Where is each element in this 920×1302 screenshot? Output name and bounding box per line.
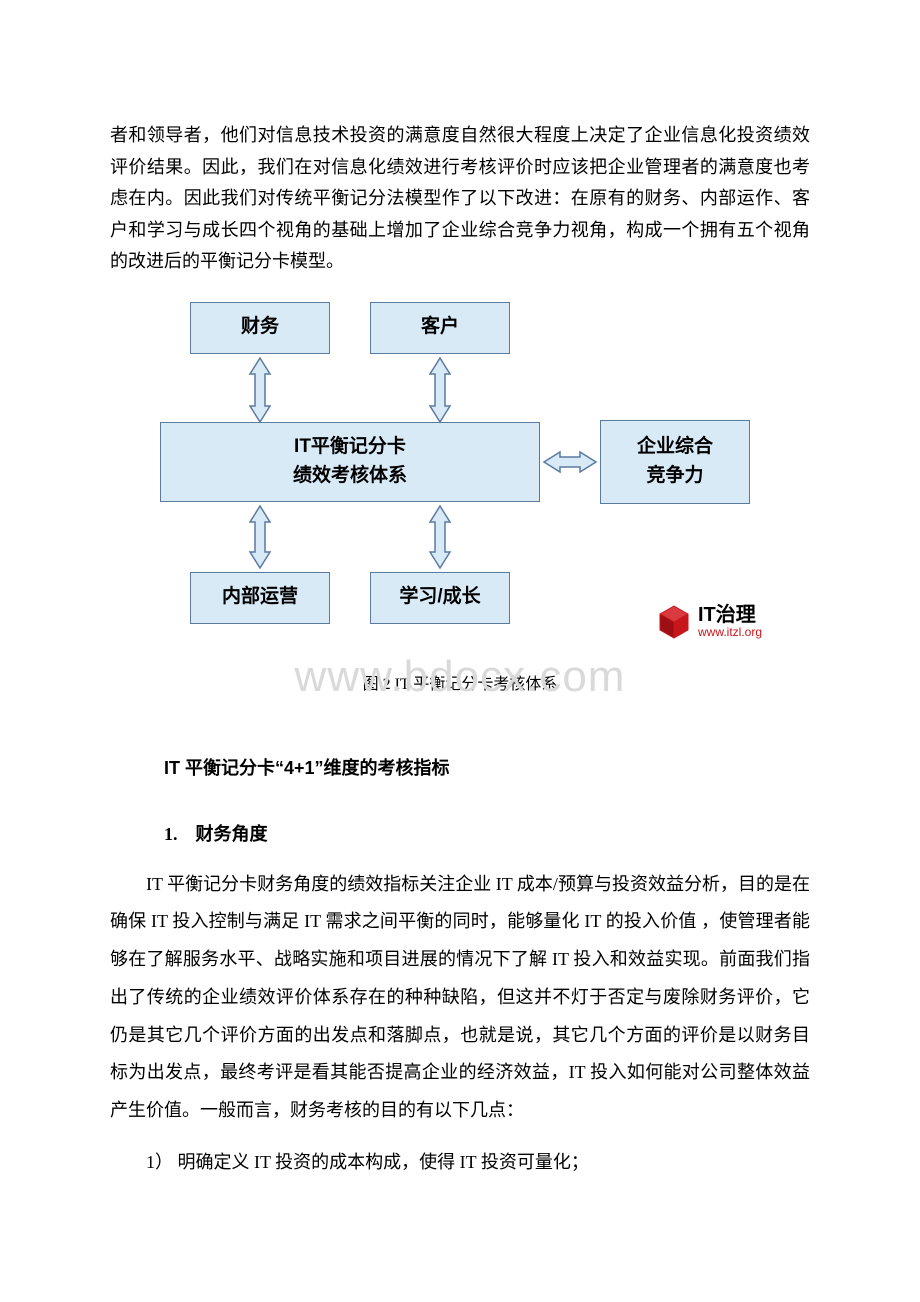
cube-icon	[654, 602, 694, 642]
node-learning-label: 学习/成长	[399, 583, 480, 612]
logo-url: www.itzl.org	[698, 626, 762, 639]
node-customer: 客户	[370, 302, 510, 354]
sub-heading: 1. 财务角度	[164, 820, 810, 846]
diagram-caption-row: www.bdocx.com 图 2 IT 平衡记分卡考核体系	[110, 670, 810, 694]
body-paragraph: IT 平衡记分卡财务角度的绩效指标关注企业 IT 成本/预算与投资效益分析，目的…	[110, 866, 810, 1131]
node-learning: 学习/成长	[370, 572, 510, 624]
logo-title: IT治理	[698, 604, 762, 626]
node-internal-label: 内部运营	[222, 583, 298, 612]
node-competitive: 企业综合 竞争力	[600, 420, 750, 504]
node-center-line2: 绩效考核体系	[293, 462, 407, 491]
bsc-diagram: 财务 客户 IT平衡记分卡 绩效考核体系 企业综合 竞争力 内部运营 学习/成长	[160, 302, 760, 662]
node-finance-label: 财务	[241, 313, 279, 342]
intro-paragraph: 者和领导者，他们对信息技术投资的满意度自然很大程度上决定了企业信息化投资绩效评价…	[110, 120, 810, 278]
node-competitive-line2: 竞争力	[646, 462, 703, 491]
node-competitive-line1: 企业综合	[637, 433, 713, 462]
node-center-line1: IT平衡记分卡	[294, 433, 406, 462]
section-heading: IT 平衡记分卡“4+1”维度的考核指标	[164, 754, 810, 780]
itzl-logo: IT治理 www.itzl.org	[654, 602, 762, 642]
node-finance: 财务	[190, 302, 330, 354]
node-center: IT平衡记分卡 绩效考核体系	[160, 422, 540, 502]
list-item-1: 1） 明确定义 IT 投资的成本构成，使得 IT 投资可量化；	[146, 1144, 810, 1180]
node-customer-label: 客户	[421, 313, 459, 342]
diagram-caption: 图 2 IT 平衡记分卡考核体系	[363, 676, 558, 693]
node-internal: 内部运营	[190, 572, 330, 624]
